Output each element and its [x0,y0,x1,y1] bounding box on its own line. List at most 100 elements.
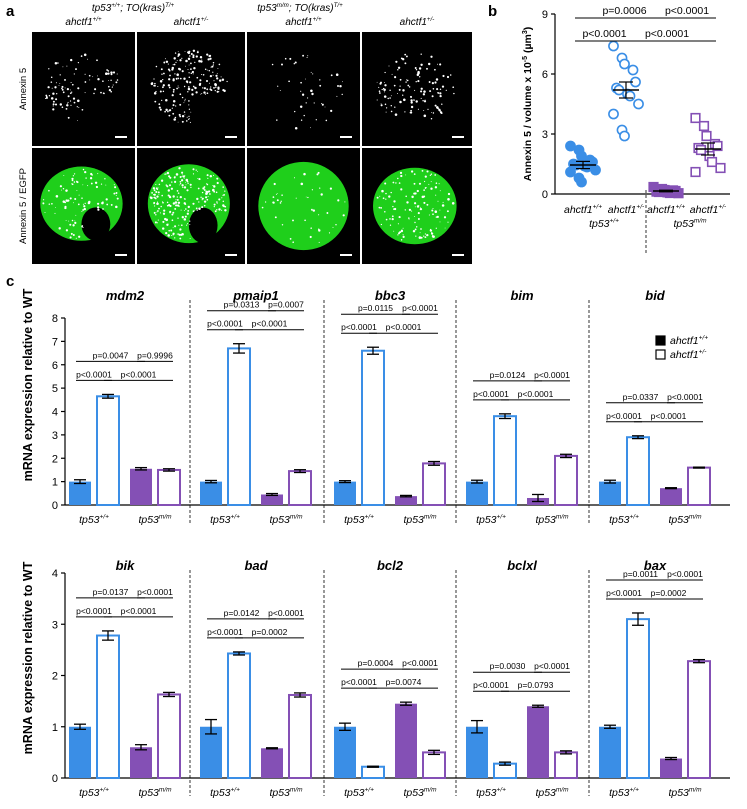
bar [527,706,549,778]
annexin-speck [77,99,80,103]
bar [334,726,356,778]
annexin-speck [438,183,440,185]
egfp-signal [147,164,230,244]
annexin-speck [195,169,197,171]
annexin-speck [335,73,339,76]
comparison-pvalue: p<0.0001 [606,411,642,421]
annexin-speck [213,185,216,188]
x-group-label-wt: tp53+/+ [210,787,240,799]
annexin-speck [420,53,422,55]
annexin-speck [416,205,420,208]
annexin-speck [221,197,223,199]
annexin-speck [54,61,58,65]
micrograph-r1-c3 [362,148,472,264]
annexin-speck [276,199,279,202]
comparison-pvalue: p<0.0001 [341,677,377,687]
annexin-speck [157,191,160,194]
data-point [619,130,630,142]
bar [687,466,711,507]
annexin-speck [180,209,182,211]
comparison-pvalue: p=0.0074 [386,677,422,687]
x-group-label-mm-sup: m/m [556,787,569,794]
annexin-speck [161,99,163,102]
data-point [633,98,644,110]
annexin-speck [165,108,168,112]
comparison-pvalue: p<0.0001 [76,369,112,379]
annexin-speck [310,89,313,93]
annexin-speck [417,70,420,74]
x-group-label-wt: tp53+/+ [344,787,374,799]
annexin-speck [159,212,161,214]
x-group-label-wt-base: tp53 [210,787,231,799]
annexin-speck [306,56,308,59]
annexin-speck [115,81,118,84]
annexin-speck [174,237,176,239]
x-group-label-mm-sup: m/m [424,787,437,794]
annexin-speck [435,78,439,81]
annexin-speck [216,202,218,204]
annexin-speck [406,79,408,81]
annexin-speck [105,198,108,201]
annexin-speck [439,92,442,95]
annexin-speck [152,187,156,190]
annexin-speck [420,97,422,99]
annexin-speck [421,170,424,172]
annexin-speck [196,76,199,79]
annexin-speck [50,81,53,83]
annexin-speck [427,62,431,66]
y-axis-label-unit-exp: 3 [522,30,529,34]
annexin-speck [209,57,212,60]
annexin-speck [59,82,61,84]
annexin-speck [81,197,83,199]
column-header-2-base: ahctf1 [285,17,312,28]
annexin-speck [194,61,196,64]
annexin-speck [97,208,100,211]
annexin-speck [415,81,417,83]
annexin-speck [393,84,396,87]
bar [200,481,222,505]
annexin-speck [426,233,429,237]
annexin-speck [428,81,431,83]
annexin-speck [181,174,183,176]
annexin-speck [46,95,48,98]
annexin-speck [188,115,190,117]
annexin-speck [69,197,72,200]
annexin-speck [384,103,387,106]
x-group-label-wt-sup: +/+ [497,787,507,794]
annexin-speck [190,72,193,75]
annexin-speck [154,221,157,224]
annexin-speck [423,100,427,103]
annexin-speck [192,85,195,88]
annexin-speck [209,74,213,78]
annexin-speck [159,90,162,93]
annexin-speck [410,105,414,109]
bar [422,751,446,779]
annexin-speck [393,230,395,232]
annexin-speck [431,81,435,85]
annexin-speck [418,76,421,78]
annexin-speck [449,74,452,76]
annexin-speck [187,86,190,88]
annexin-speck [88,200,91,204]
annexin-speck [420,63,423,66]
annexin-speck [439,94,442,98]
annexin-speck [177,85,179,87]
panel-label-c: c [6,273,14,290]
comparison-pvalue: p=0.0313 [224,300,260,310]
annexin-speck [210,89,213,92]
annexin-speck [172,234,174,236]
annexin-speck [206,174,209,177]
group-header-tp53-mm-base: tp53 [257,3,277,14]
micrograph-r0-c3 [362,32,472,146]
data-point [701,130,712,142]
annexin-speck [389,89,391,92]
annexin-speck [341,93,343,96]
annexin-speck [74,197,77,201]
annexin-speck [75,68,77,71]
annexin-speck [379,195,381,197]
comparison-pvalue: p=0.0793 [518,680,554,690]
annexin-speck [423,110,425,111]
annexin-speck [65,189,68,192]
